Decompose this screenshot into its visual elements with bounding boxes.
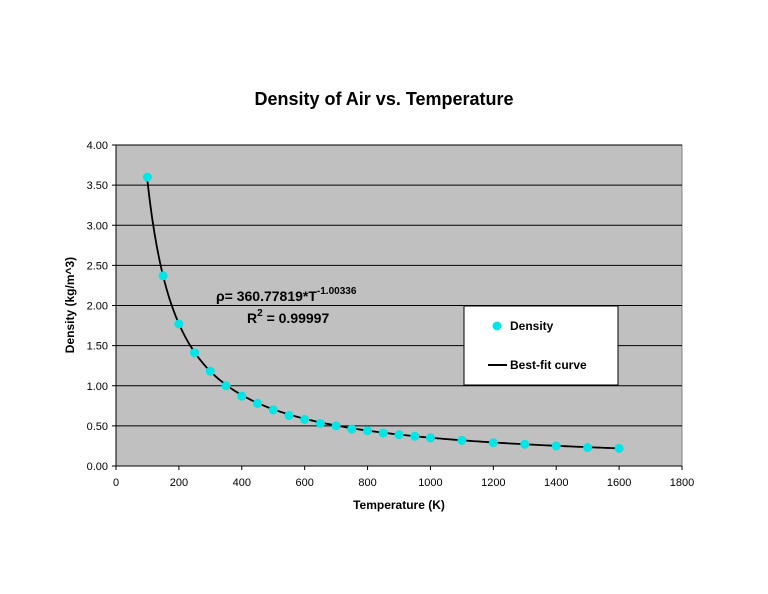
- data-point: [394, 430, 404, 440]
- legend-box: [463, 305, 619, 386]
- data-point: [347, 424, 357, 434]
- x-tick-label: 400: [233, 477, 251, 489]
- r2-value: = 0.99997: [263, 310, 330, 326]
- x-tick-label: 800: [358, 477, 376, 489]
- legend: Density Best-fit curve: [463, 305, 619, 386]
- data-point: [331, 421, 341, 431]
- data-point: [488, 438, 498, 448]
- data-point: [190, 348, 200, 358]
- x-tick-label: 200: [170, 477, 188, 489]
- y-tick-label: 2.00: [87, 301, 108, 313]
- data-point: [378, 428, 388, 438]
- y-tick-label: 0.50: [87, 421, 108, 433]
- y-tick-label: 1.00: [87, 381, 108, 393]
- y-axis-label: Density (kg/m^3): [63, 257, 77, 353]
- svg-text:ρ= 360.77819*T-1.00336: ρ= 360.77819*T-1.00336: [216, 286, 357, 304]
- data-point: [253, 398, 262, 408]
- data-point: [363, 426, 373, 436]
- chart-title: Density of Air vs. Temperature: [254, 89, 513, 109]
- data-point: [520, 439, 530, 449]
- x-tick-label: 0: [113, 477, 119, 489]
- data-point: [315, 418, 325, 428]
- data-point: [551, 441, 561, 451]
- x-tick-label: 1800: [670, 477, 694, 489]
- x-tick-label: 1400: [544, 477, 568, 489]
- y-tick-label: 1.50: [87, 341, 108, 353]
- axes: [112, 144, 683, 470]
- y-tick-label: 4.00: [87, 140, 108, 152]
- x-tick-label: 1200: [481, 477, 505, 489]
- data-point: [410, 431, 420, 441]
- y-tick-labels: 0.00 0.50 1.00 1.50 2.00 2.50 3.00 3.50 4.00: [87, 140, 108, 473]
- data-point: [205, 366, 215, 376]
- data-point: [158, 271, 168, 281]
- data-point: [457, 435, 467, 445]
- data-point: [300, 414, 310, 424]
- r2-symbol: R: [247, 310, 257, 326]
- data-point: [425, 433, 435, 443]
- x-tick-label: 600: [295, 477, 313, 489]
- y-tick-label: 3.00: [87, 220, 108, 232]
- legend-density-marker: [492, 321, 502, 331]
- data-point: [237, 391, 247, 401]
- x-axis-label: Temperature (K): [353, 498, 445, 512]
- y-tick-label: 2.50: [87, 260, 108, 272]
- x-tick-label: 1000: [418, 477, 442, 489]
- data-point: [268, 405, 278, 415]
- grid-lines: [116, 144, 682, 427]
- data-point: [221, 381, 231, 391]
- r2-exponent: 2: [257, 308, 263, 319]
- data-point: [142, 172, 152, 182]
- equation-exponent: -1.00336: [317, 286, 357, 297]
- legend-density-label: Density: [510, 319, 554, 333]
- svg-text:R2 = 0.99997: R2 = 0.99997: [247, 308, 329, 326]
- y-tick-label: 0.00: [87, 461, 108, 473]
- legend-fit-label: Best-fit curve: [510, 358, 587, 372]
- equation-main: ρ= 360.77819*T: [216, 288, 317, 304]
- x-tick-label: 1600: [607, 477, 631, 489]
- data-points: [142, 172, 624, 453]
- y-tick-label: 3.50: [87, 180, 108, 192]
- data-point: [174, 319, 184, 329]
- fit-equation: ρ= 360.77819*T-1.00336 R2 = 0.99997: [216, 286, 357, 326]
- data-point: [614, 443, 624, 453]
- data-point: [284, 410, 294, 420]
- data-point: [583, 443, 593, 453]
- x-tick-labels: 0 200 400 600 800 1000 1200 1400 1600 1800: [113, 477, 694, 489]
